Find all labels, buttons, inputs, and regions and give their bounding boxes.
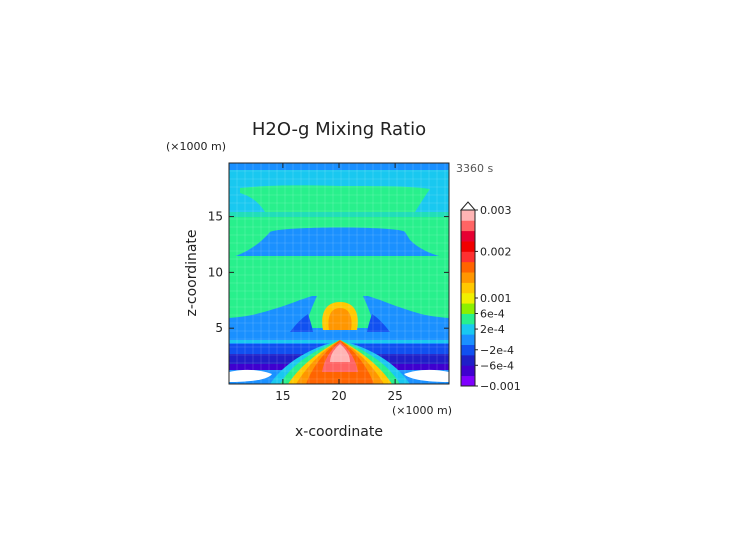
colorbar-label: 2e-4 [480,323,505,336]
colorbar-swatch [461,241,475,252]
colorbar-label: 0.002 [480,245,512,258]
surface-white-pool-left [229,369,272,382]
z-axis: 5 10 15 [208,210,449,335]
colorbar-swatch [461,365,475,377]
colorbar-label: 0.001 [480,292,512,305]
colorbar-swatch [461,375,475,387]
anvil-green-top [240,185,430,212]
colorbar-label: −6e-4 [480,359,514,372]
colorbar-swatch [461,282,475,294]
x-tick-label: 25 [387,389,402,403]
z-axis-label: z-coordinate [184,229,200,316]
plume-light-pink-core [330,344,350,362]
main-green-layer [229,212,449,258]
blue-flank-left [229,300,312,332]
colorbar-swatch [461,303,475,314]
blue-flank-right [368,300,449,332]
colorbar-label: 0.003 [480,204,512,217]
colorbar-swatch [461,344,475,356]
colorbar-swatch [461,272,475,283]
z-tick-label: 5 [215,321,223,335]
colorbar-label: 6e-4 [480,308,505,321]
colorbar-swatch [461,261,475,273]
dark-blue-pocket-left [290,314,313,332]
colorbar-swatch [461,220,475,232]
colorbar-swatch [461,251,475,263]
colorbar-swatch [461,230,475,242]
chart-title: H2O-g Mixing Ratio [252,119,426,140]
z-tick-label: 15 [208,210,223,224]
x-axis-label: x-coordinate [295,424,383,440]
colorbar-swatch [461,292,475,304]
x-axis: 15 20 25 [275,163,403,403]
time-label: 3360 s [456,162,493,175]
x-tick-label: 15 [275,389,290,403]
green-lower-body [229,256,449,320]
colorbar-label: −2e-4 [480,344,514,357]
plot-area [228,162,450,385]
colorbar-extend-arrow [459,201,477,211]
z-unit-label: (×1000 m) [166,140,226,153]
colorbar: 0.003 0.002 0.001 6e-4 2e-4 −2e-4 −6e-4 −0.001 [459,201,521,393]
colorbar-swatch [461,334,475,345]
colorbar-swatch [461,210,475,221]
colorbar-label: −0.001 [480,380,521,393]
colorbar-swatch [461,354,475,366]
x-tick-label: 20 [331,389,346,403]
plot-grid [229,163,449,384]
z-tick-label: 10 [208,265,223,279]
surface-white-pool-right [404,369,449,382]
dark-blue-pocket-right [367,314,390,332]
green-light-stripe-top [229,212,449,217]
orange-cap [328,308,352,330]
colorbar-swatch [461,323,475,335]
x-unit-label: (×1000 m) [392,404,452,417]
colorbar-swatch [461,313,475,325]
